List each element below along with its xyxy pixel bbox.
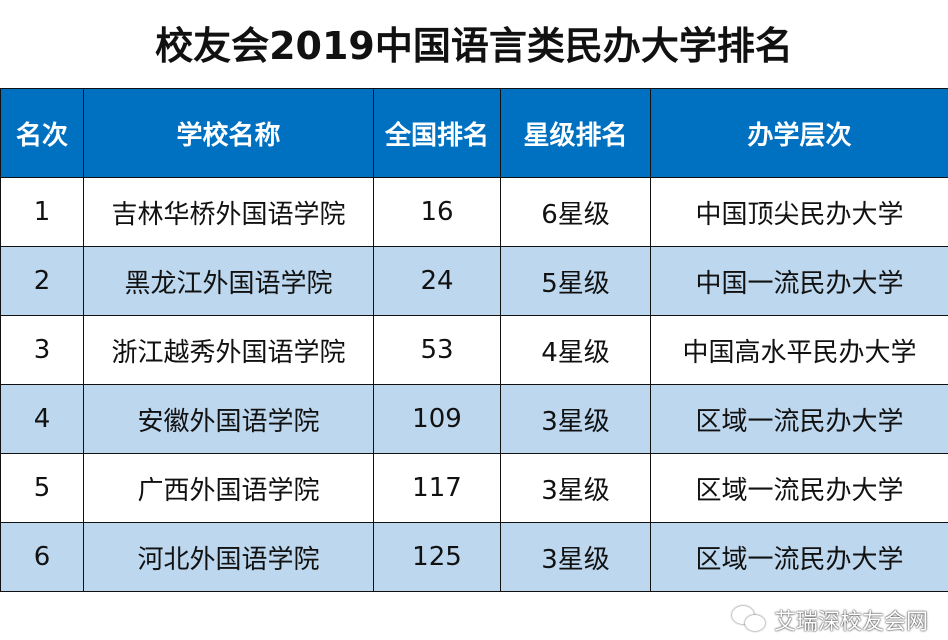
wechat-icon [731, 606, 768, 634]
cell-national-rank: 53 [373, 315, 501, 385]
cell-national-rank: 117 [373, 453, 501, 523]
cell-school: 河北外国语学院 [83, 522, 374, 592]
watermark: 艾瑞深校友会网 [731, 604, 928, 636]
cell-school: 吉林华桥外国语学院 [83, 177, 374, 247]
header-star: 星级排名 [500, 88, 651, 178]
cell-national-rank: 125 [373, 522, 501, 592]
cell-star: 4星级 [500, 315, 651, 385]
cell-star: 5星级 [500, 246, 651, 316]
header-school: 学校名称 [83, 88, 374, 178]
table-row: 5 广西外国语学院 117 3星级 区域一流民办大学 [0, 453, 948, 523]
cell-rank: 5 [0, 453, 84, 523]
cell-level: 中国顶尖民办大学 [650, 177, 948, 247]
table-row: 6 河北外国语学院 125 3星级 区域一流民办大学 [0, 522, 948, 592]
page-title: 校友会2019中国语言类民办大学排名 [155, 24, 793, 68]
watermark-text: 艾瑞深校友会网 [773, 610, 928, 635]
cell-national-rank: 109 [373, 384, 501, 454]
header-rank: 名次 [0, 88, 84, 178]
table-row: 1 吉林华桥外国语学院 16 6星级 中国顶尖民办大学 [0, 177, 948, 247]
table-row: 2 黑龙江外国语学院 24 5星级 中国一流民办大学 [0, 246, 948, 316]
cell-level: 区域一流民办大学 [650, 453, 948, 523]
table-row: 4 安徽外国语学院 109 3星级 区域一流民办大学 [0, 384, 948, 454]
ranking-table: 名次 学校名称 全国排名 星级排名 办学层次 1 吉林华桥外国语学院 16 6星级 中国… [0, 88, 948, 592]
cell-national-rank: 16 [373, 177, 501, 247]
table-row: 3 浙江越秀外国语学院 53 4星级 中国高水平民办大学 [0, 315, 948, 385]
header-level: 办学层次 [650, 88, 948, 178]
cell-star: 3星级 [500, 522, 651, 592]
cell-star: 3星级 [500, 384, 651, 454]
cell-rank: 4 [0, 384, 84, 454]
cell-school: 广西外国语学院 [83, 453, 374, 523]
cell-rank: 6 [0, 522, 84, 592]
cell-school: 安徽外国语学院 [83, 384, 374, 454]
header-row: 名次 学校名称 全国排名 星级排名 办学层次 [0, 88, 948, 178]
header-national-rank: 全国排名 [373, 88, 501, 178]
cell-rank: 3 [0, 315, 84, 385]
cell-national-rank: 24 [373, 246, 501, 316]
cell-star: 3星级 [500, 453, 651, 523]
cell-level: 中国一流民办大学 [650, 246, 948, 316]
cell-level: 区域一流民办大学 [650, 522, 948, 592]
cell-star: 6星级 [500, 177, 651, 247]
cell-school: 黑龙江外国语学院 [83, 246, 374, 316]
cell-level: 区域一流民办大学 [650, 384, 948, 454]
cell-rank: 1 [0, 177, 84, 247]
cell-rank: 2 [0, 246, 84, 316]
cell-school: 浙江越秀外国语学院 [83, 315, 374, 385]
cell-level: 中国高水平民办大学 [650, 315, 948, 385]
